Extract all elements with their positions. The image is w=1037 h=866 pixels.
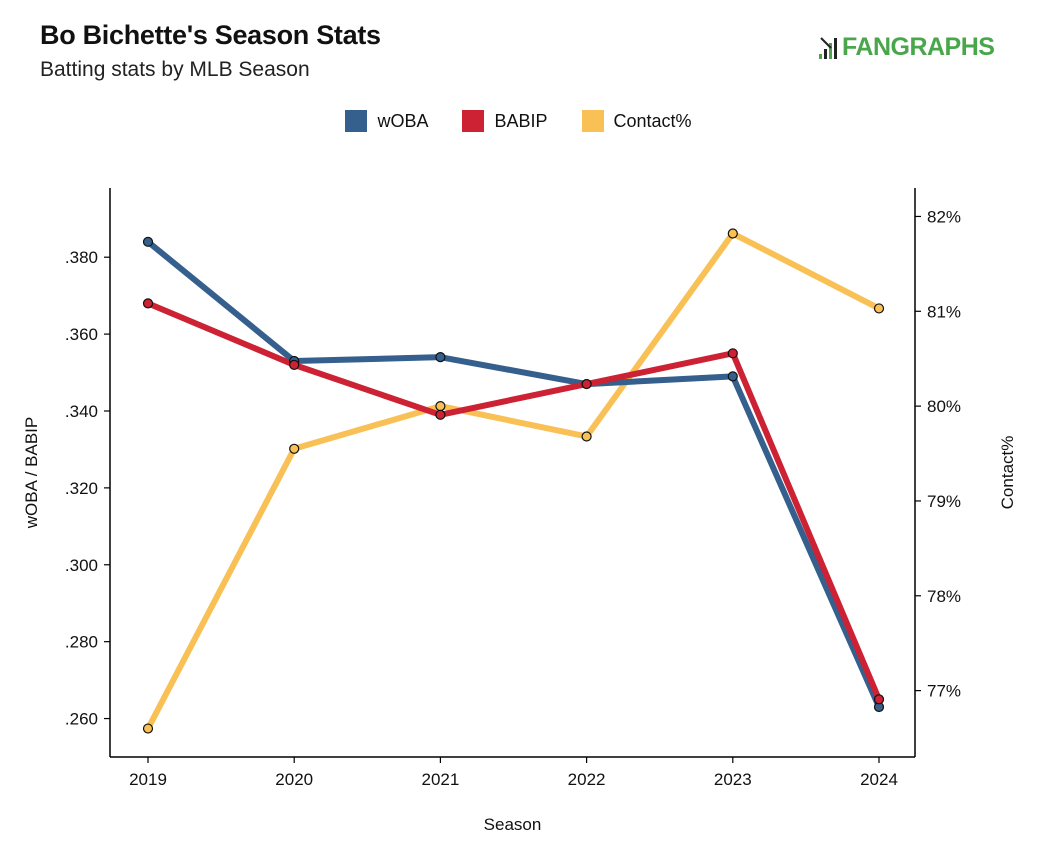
x-tick-label: 2020 <box>275 770 313 789</box>
data-point-woba <box>727 371 738 382</box>
y-axis-title-right: Contact% <box>998 436 1017 510</box>
data-point-contact-pct <box>142 723 154 734</box>
y-tick-label-right: 79% <box>927 492 961 511</box>
batter-icon <box>819 36 837 59</box>
data-point-contact-pct <box>727 228 738 239</box>
x-axis-title: Season <box>484 815 542 834</box>
y-axis-title-left: wOBA / BABIP <box>22 417 41 530</box>
y-tick-label-left: .320 <box>65 479 98 498</box>
y-tick-label-left: .360 <box>65 325 98 344</box>
data-point-contact-pct <box>873 303 885 314</box>
x-tick-label: 2022 <box>568 770 606 789</box>
data-point-woba <box>142 236 154 247</box>
legend-swatch <box>462 110 485 132</box>
data-point-babip <box>581 378 592 390</box>
data-point-babip <box>435 409 446 420</box>
y-tick-label-right: 77% <box>927 682 961 701</box>
y-tick-label-left: .280 <box>65 633 98 652</box>
chart-title: Bo Bichette's Season Stats <box>40 20 381 50</box>
x-tick-label: 2023 <box>714 770 752 789</box>
legend-label: BABIP <box>494 110 548 131</box>
y-tick-label-right: 82% <box>927 207 961 226</box>
legend-item: wOBA <box>345 110 428 132</box>
data-point-contact-pct <box>435 401 446 412</box>
legend-item: Contact% <box>581 110 692 132</box>
legend-label: wOBA <box>377 110 429 131</box>
y-tick-label-left: .340 <box>65 402 98 421</box>
fangraphs-logo: FANGRAPHS <box>818 33 995 62</box>
legend-swatch <box>345 110 368 132</box>
data-point-contact-pct <box>581 431 592 442</box>
y-tick-label-right: 81% <box>927 302 961 321</box>
x-tick-label: 2021 <box>421 770 459 789</box>
data-point-babip <box>873 694 885 705</box>
y-tick-label-left: .300 <box>65 556 98 575</box>
x-tick-label: 2019 <box>129 770 167 789</box>
series-line-woba <box>145 238 882 711</box>
legend-label: Contact% <box>613 110 692 131</box>
legend-item: BABIP <box>462 110 548 132</box>
logo-text: FANGRAPHS <box>842 33 995 61</box>
chart-subtitle: Batting stats by MLB Season <box>40 58 310 81</box>
series-line-contact-pct <box>145 230 882 732</box>
data-point-babip <box>727 348 738 359</box>
legend: wOBA BABIP Contact% <box>0 110 1037 132</box>
y-tick-label-right: 78% <box>927 587 961 606</box>
data-point-babip <box>289 359 300 370</box>
data-point-contact-pct <box>289 443 300 454</box>
legend-swatch <box>581 110 604 132</box>
y-tick-label-left: .380 <box>65 248 98 267</box>
data-point-babip <box>142 298 154 309</box>
series-line-babip <box>145 300 882 703</box>
y-tick-label-left: .260 <box>65 710 98 729</box>
data-point-woba <box>435 352 446 363</box>
y-tick-label-right: 80% <box>927 397 961 416</box>
x-tick-label: 2024 <box>860 770 898 789</box>
